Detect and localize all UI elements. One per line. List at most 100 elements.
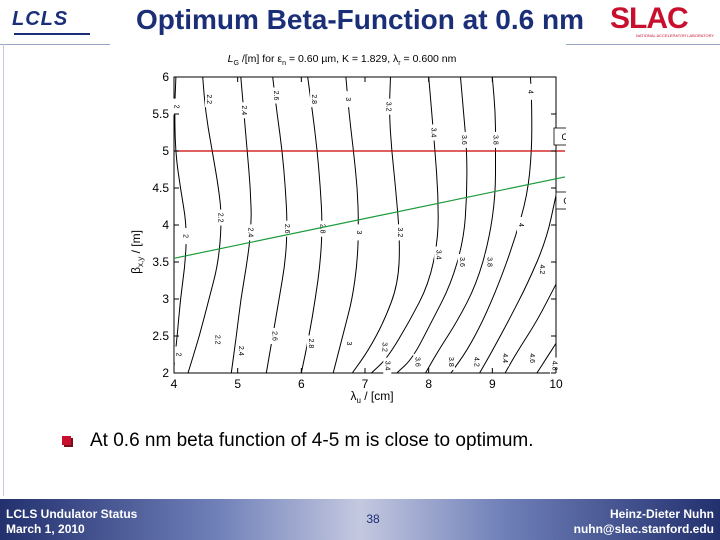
footer-author: Heinz-Dieter Nuhn	[609, 507, 714, 521]
contour-label: 3.4	[429, 128, 436, 138]
chart-title-part-b: /[m] for ε	[239, 53, 283, 65]
chart-title-part-c: = 0.60 µm, K = 1.829, λ	[286, 53, 399, 65]
contour-label-bg	[181, 228, 190, 245]
reference-lines: Considered Value Optimum Value	[173, 127, 641, 259]
contour-label-bg	[537, 261, 546, 278]
slac-logo-subtitle: NATIONAL ACCELERATOR LABORATORY	[636, 33, 715, 38]
contour-label: 3.2	[385, 102, 392, 112]
chart-title-part-d: = 0.600 nm	[401, 53, 457, 65]
x-tick-label: 7	[362, 377, 369, 391]
contour-label: 2.4	[247, 228, 254, 238]
contour-label-bg	[306, 335, 315, 352]
contour-line-4-2	[479, 195, 557, 374]
lcls-logo-underline	[14, 33, 90, 35]
y-tick-label: 3	[162, 292, 169, 306]
contour-label-bg	[491, 131, 500, 148]
contour-label-bg	[446, 353, 455, 370]
contour-line-2-2	[187, 76, 222, 374]
contour-label: 2.8	[318, 224, 325, 234]
footer-email: nuhn@slac.stanford.edu	[573, 522, 714, 536]
optimum-value-label: Optimum Value	[563, 196, 566, 206]
x-axis-label-main: λ	[350, 389, 356, 403]
footer-date: March 1, 2010	[6, 522, 85, 536]
y-tick-label: 3.5	[152, 255, 169, 269]
contour-label-bg	[526, 83, 535, 100]
contour-lines	[173, 76, 557, 374]
chart-title-sub-c: r	[398, 60, 401, 67]
contour-label-bg	[236, 342, 245, 359]
plot-frame	[173, 76, 557, 374]
y-tick-label: 5.5	[152, 107, 169, 121]
y-tick-label: 5	[162, 144, 169, 158]
contour-line-4-4	[504, 283, 557, 374]
bullet-icon	[62, 436, 71, 445]
contour-label-bg	[384, 98, 393, 115]
contour-label: 2.6	[272, 91, 279, 101]
x-tick-label: 9	[489, 377, 496, 391]
slide-footer: LCLS Undulator Status March 1, 2010 38 H…	[0, 499, 720, 540]
page-number: 38	[366, 512, 380, 526]
contour-label: 2.6	[283, 224, 290, 234]
contour-label-bg	[205, 91, 214, 108]
contour-label-bg	[429, 124, 438, 141]
contour-label-bg	[472, 353, 481, 370]
optimum-value-line	[173, 176, 566, 259]
bullet-text: At 0.6 nm beta function of 4-5 m is clos…	[90, 430, 534, 451]
contour-label: 2.4	[240, 105, 247, 115]
contour-label: 2.8	[307, 339, 314, 349]
y-tick-label: 2.5	[152, 329, 169, 343]
contour-label-bg	[459, 131, 468, 148]
contour-label: 2.8	[310, 94, 317, 104]
contour-label-bg	[213, 331, 222, 348]
contour-label: 4.8	[550, 361, 557, 371]
y-axis-label-sub: x,y	[136, 257, 145, 267]
contour-line-4-6	[536, 343, 557, 374]
contour-label: 3.8	[492, 135, 499, 145]
left-border	[3, 44, 4, 496]
contour-label: 4.4	[501, 353, 508, 363]
chart-title-part-a: L	[228, 53, 234, 65]
contour-label-bg	[310, 91, 319, 108]
footer-presentation-title: LCLS Undulator Status	[6, 507, 138, 521]
slide-header: LCLS Optimum Beta-Function at 0.6 nm SLA…	[0, 0, 720, 44]
contour-label-bg	[282, 220, 291, 237]
contour-label: 2.4	[237, 346, 244, 356]
contour-label-bg	[457, 254, 466, 270]
contour-label-bg	[343, 91, 352, 108]
contour-label-bg	[271, 87, 280, 104]
considered-value-label: Considered Value	[562, 132, 566, 142]
contour-label: 2.2	[213, 335, 220, 345]
x-axis-label-sub: u	[356, 396, 360, 405]
contour-label: 2	[173, 105, 180, 109]
contour-label: 3.6	[413, 357, 420, 367]
contour-line-3-4	[371, 76, 439, 374]
contour-label: 4.2	[473, 357, 480, 367]
contour-line-2	[173, 76, 187, 366]
chart-title-sub-a: G	[233, 60, 238, 67]
contour-label-bg	[501, 350, 510, 367]
footer-left: LCLS Undulator Status March 1, 2010	[6, 507, 137, 537]
contour-label: 3.4	[383, 361, 390, 371]
y-tick-label: 2	[162, 366, 169, 380]
slac-logo: SLAC	[610, 2, 689, 35]
axis-ticks: 4 5 6 7 8 9 10 2 2.5 3 3.5 4 4.5 5 5.5 6	[152, 70, 563, 391]
contour-label: 3	[345, 341, 352, 345]
contour-label-bg	[413, 353, 422, 370]
y-axis-label-main: β	[129, 267, 143, 274]
contour-label: 4	[527, 90, 534, 94]
x-axis-label-rest: / [cm]	[361, 389, 394, 403]
lcls-logo: LCLS	[12, 8, 69, 30]
contour-label: 4.2	[538, 265, 545, 275]
contour-label-bg	[246, 224, 255, 241]
contour-label: 3.6	[458, 257, 465, 267]
contour-label-bg	[516, 217, 525, 233]
x-axis-label: λu / [cm]	[350, 389, 393, 405]
footer-right: Heinz-Dieter Nuhn nuhn@slac.stanford.edu	[574, 507, 714, 537]
contour-label: 3.2	[380, 342, 387, 352]
y-tick-label: 4.5	[152, 181, 169, 195]
contour-label-bg	[380, 339, 389, 356]
x-tick-label: 6	[298, 377, 305, 391]
contour-label: 2	[175, 353, 182, 357]
contour-label-bg	[485, 254, 494, 270]
x-tick-label: 5	[234, 377, 241, 391]
